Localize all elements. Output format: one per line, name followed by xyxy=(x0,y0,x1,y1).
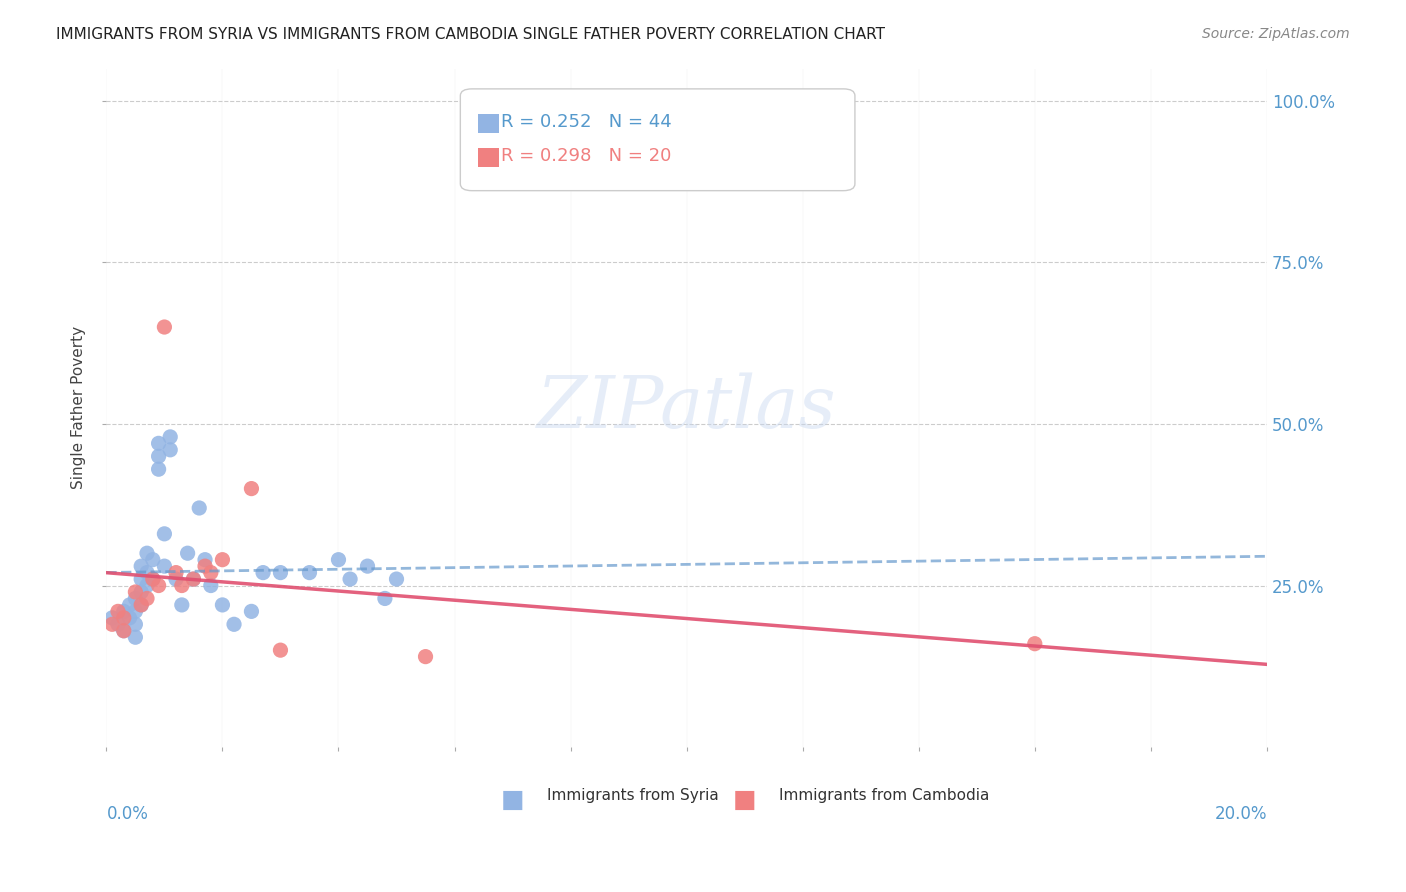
Point xyxy=(107,604,129,618)
Point xyxy=(148,436,170,450)
Point xyxy=(328,552,350,566)
Point xyxy=(240,604,263,618)
Point xyxy=(136,546,159,560)
Point xyxy=(374,591,396,606)
Point xyxy=(183,572,205,586)
Point xyxy=(142,552,165,566)
Point xyxy=(269,643,291,657)
Point xyxy=(107,617,129,632)
Point xyxy=(142,572,165,586)
Point xyxy=(129,598,152,612)
Point xyxy=(269,566,291,580)
Point xyxy=(183,572,205,586)
Point xyxy=(148,462,170,476)
Point xyxy=(200,578,222,592)
Point xyxy=(118,598,141,612)
Point xyxy=(112,624,135,638)
Point xyxy=(136,578,159,592)
Point xyxy=(252,566,274,580)
FancyBboxPatch shape xyxy=(460,89,855,191)
Text: R = 0.298   N = 20: R = 0.298 N = 20 xyxy=(501,146,671,164)
Point xyxy=(153,559,176,574)
Point xyxy=(415,649,437,664)
Point xyxy=(124,591,146,606)
Point xyxy=(118,611,141,625)
Point xyxy=(194,552,217,566)
Point xyxy=(129,572,152,586)
Point xyxy=(176,546,198,560)
Point xyxy=(112,604,135,618)
Point xyxy=(194,559,217,574)
Point xyxy=(129,598,152,612)
Point xyxy=(385,572,408,586)
Y-axis label: Single Father Poverty: Single Father Poverty xyxy=(72,326,86,490)
Point xyxy=(159,442,181,457)
Text: ZIPatlas: ZIPatlas xyxy=(537,373,837,443)
Point xyxy=(211,598,233,612)
Point xyxy=(101,617,124,632)
Point xyxy=(124,617,146,632)
Point xyxy=(188,500,211,515)
Point xyxy=(153,526,176,541)
FancyBboxPatch shape xyxy=(478,148,499,167)
Point xyxy=(124,630,146,644)
Point xyxy=(129,585,152,599)
Point xyxy=(136,566,159,580)
Point xyxy=(165,572,187,586)
Point xyxy=(339,572,361,586)
Point xyxy=(240,482,263,496)
Point xyxy=(159,430,181,444)
Point xyxy=(165,566,187,580)
Text: Source: ZipAtlas.com: Source: ZipAtlas.com xyxy=(1202,27,1350,41)
Point xyxy=(112,624,135,638)
FancyBboxPatch shape xyxy=(478,114,499,133)
Point xyxy=(142,572,165,586)
Text: Immigrants from Syria: Immigrants from Syria xyxy=(547,788,718,803)
Text: R = 0.252   N = 44: R = 0.252 N = 44 xyxy=(501,112,672,130)
Point xyxy=(153,320,176,334)
Point xyxy=(129,559,152,574)
Point xyxy=(124,604,146,618)
Text: ■: ■ xyxy=(733,788,756,812)
Point xyxy=(211,552,233,566)
Text: 20.0%: 20.0% xyxy=(1215,805,1267,822)
Point xyxy=(124,585,146,599)
Text: IMMIGRANTS FROM SYRIA VS IMMIGRANTS FROM CAMBODIA SINGLE FATHER POVERTY CORRELAT: IMMIGRANTS FROM SYRIA VS IMMIGRANTS FROM… xyxy=(56,27,886,42)
Point xyxy=(356,559,378,574)
Point xyxy=(136,591,159,606)
Point xyxy=(170,598,193,612)
Text: 0.0%: 0.0% xyxy=(107,805,148,822)
Text: ■: ■ xyxy=(501,788,524,812)
Point xyxy=(148,450,170,464)
Point xyxy=(101,611,124,625)
Point xyxy=(200,566,222,580)
Point xyxy=(148,578,170,592)
Point xyxy=(1024,637,1046,651)
Point xyxy=(170,578,193,592)
Point xyxy=(298,566,321,580)
Text: Immigrants from Cambodia: Immigrants from Cambodia xyxy=(779,788,990,803)
Point xyxy=(222,617,245,632)
Point xyxy=(112,611,135,625)
